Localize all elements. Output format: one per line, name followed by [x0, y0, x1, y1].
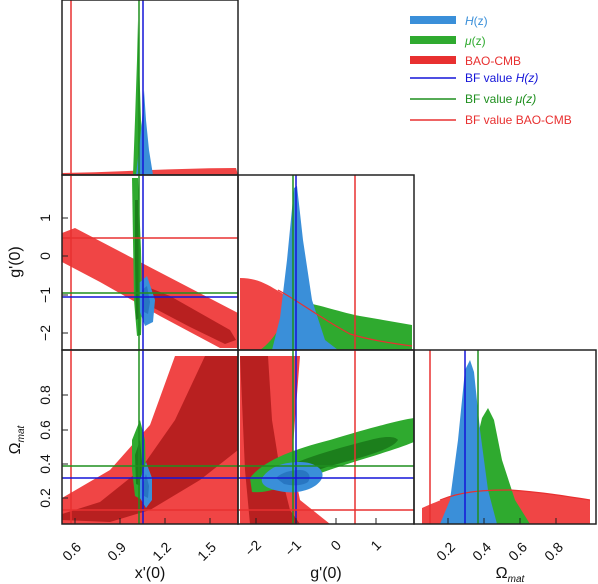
- panel-g0-marginal: [237, 174, 415, 351]
- panel-x0-om: [61, 349, 239, 525]
- legend-label-mu: μ(z): [464, 34, 486, 48]
- mu-contour-inner: [135, 200, 139, 320]
- legend-label-bf-bao: BF value BAO-CMB: [465, 113, 572, 127]
- x-axis-label-om-base: Ω: [496, 565, 508, 582]
- y-axis-label-g0: g'(0): [7, 246, 24, 278]
- x-axis-label-x0: x'(0): [135, 565, 166, 582]
- panel-x0-marginal: [61, 0, 239, 176]
- g0-left-ticks: −2 −1 0 1: [37, 214, 68, 341]
- x-axis-label-om-sub: mat: [508, 574, 526, 584]
- tick-label: 0.2: [433, 539, 458, 564]
- legend-label-bao: BAO-CMB: [465, 54, 521, 68]
- tick-label: 0.4: [37, 454, 53, 474]
- h-marginal-g0: [272, 186, 338, 350]
- tick-label: 0: [327, 537, 344, 554]
- legend-label-h-suffix: (z): [474, 14, 488, 28]
- om-left-ticks: 0.2 0.4 0.6 0.8: [37, 385, 68, 508]
- bao-marginal-om-line: [439, 489, 591, 501]
- tick-label: −1: [37, 287, 53, 303]
- tick-label: 1.2: [149, 539, 174, 564]
- legend-label-bf-h-base: BF value: [465, 71, 516, 85]
- tick-label: 0.2: [37, 488, 53, 508]
- mu-marginal-om: [440, 408, 530, 524]
- tick-label: 0.4: [469, 539, 494, 564]
- h-marginal-om: [440, 360, 497, 524]
- tick-label: 0.6: [59, 539, 84, 564]
- h-marginal-x0: [136, 90, 153, 175]
- legend-label-h: H(z): [465, 14, 488, 28]
- legend-swatch-mu: [410, 36, 456, 44]
- tick-label: 1: [367, 537, 384, 554]
- tick-label: 0.6: [505, 539, 530, 564]
- x-axis-label-g0: g'(0): [310, 565, 342, 582]
- bao-contour-inner: [62, 356, 238, 522]
- panel-g0-om: [237, 349, 415, 525]
- tick-label: 0.6: [37, 420, 53, 440]
- frame: [61, 0, 239, 176]
- bao-contour-inner: [138, 284, 236, 344]
- tick-label: 0: [37, 252, 53, 260]
- legend-label-bf-mu-suffix: μ(z): [515, 92, 537, 106]
- legend-label-bf-mu-base: BF value: [465, 92, 516, 106]
- tick-label: 1: [37, 214, 53, 222]
- legend-label-bf-h: BF value H(z): [465, 71, 538, 85]
- tick-label: 0.9: [104, 539, 129, 564]
- om-axis-ticks: 0.2 0.4 0.6 0.8: [433, 518, 566, 564]
- tick-label: 0.8: [37, 385, 53, 405]
- legend-label-bf-h-suffix: H(z): [516, 71, 539, 85]
- legend-swatch-bao: [410, 56, 456, 64]
- tick-label: 1.5: [194, 539, 219, 564]
- legend-label-bf-bao-base: BF value: [465, 113, 516, 127]
- frame: [413, 349, 597, 525]
- legend-label-bf-bao-suffix: BAO-CMB: [516, 113, 572, 127]
- panel-x0-g0: [61, 174, 239, 351]
- legend-label-mu-italic: μ: [464, 34, 472, 48]
- legend-swatch-h: [410, 16, 456, 24]
- y-axis-label-om-sub: mat: [16, 424, 27, 442]
- tick-label: −2: [37, 325, 53, 341]
- x0-axis-ticks: 0.6 0.9 1.2 1.5: [59, 518, 219, 564]
- panel-om-marginal: [413, 349, 597, 525]
- legend-label-h-italic: H: [465, 14, 474, 28]
- x-axis-label-om: Ωmat: [496, 565, 526, 584]
- y-axis-label-om-base: Ω: [7, 442, 24, 454]
- tick-label: 0.8: [541, 539, 566, 564]
- y-axis-label-om: Ωmat: [7, 424, 27, 454]
- h-contour-inner: [143, 474, 149, 498]
- legend-label-mu-suffix: (z): [472, 34, 486, 48]
- legend-label-bf-mu: BF value μ(z): [465, 92, 536, 106]
- legend: H(z) μ(z) BAO-CMB BF value H(z) BF value…: [410, 14, 572, 127]
- tick-label: −2: [242, 537, 265, 560]
- tick-label: −1: [282, 537, 305, 560]
